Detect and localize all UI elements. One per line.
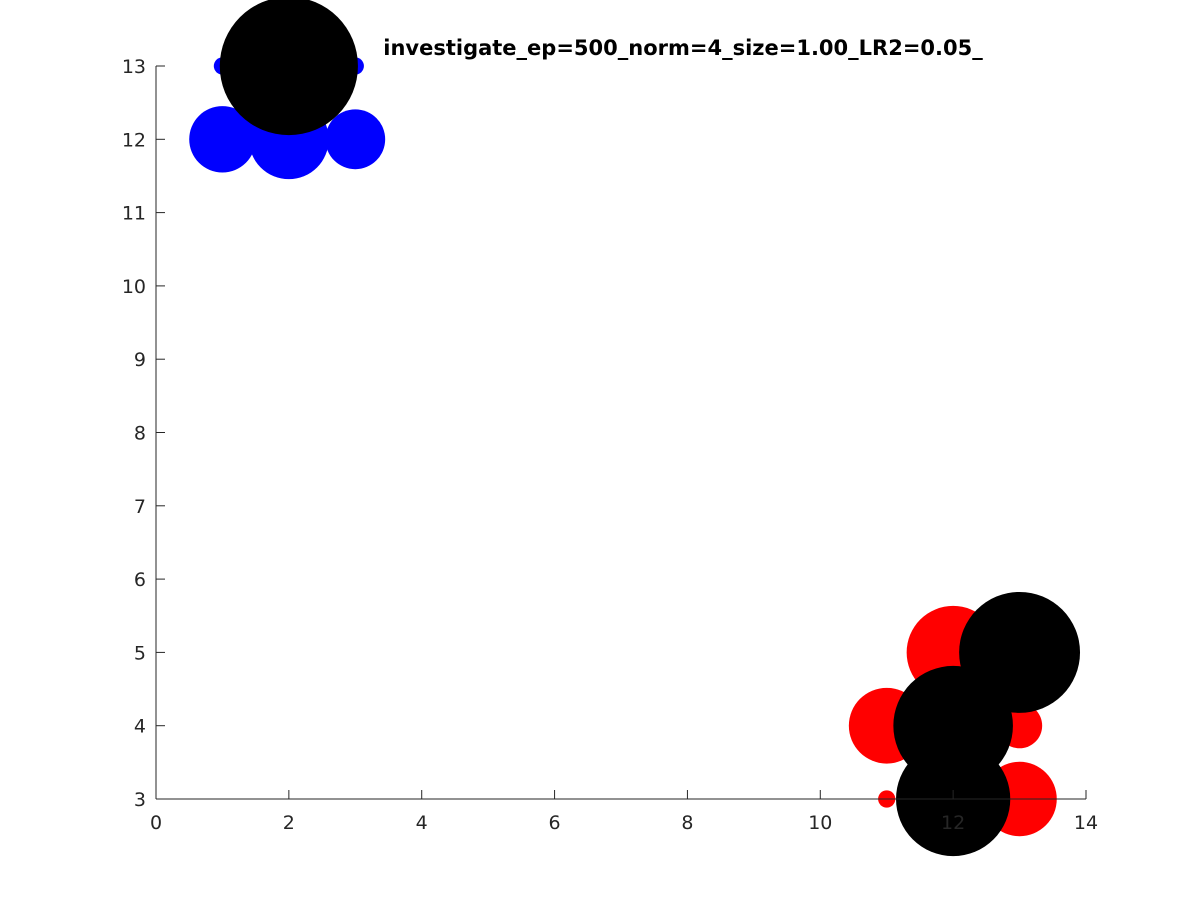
y-tick-label: 12 [122, 129, 146, 151]
x-tick-label: 14 [1074, 812, 1098, 834]
y-tick-label: 9 [134, 349, 146, 371]
x-ticks: 0 2 4 6 8 10 12 14 [150, 790, 1098, 834]
y-tick-label: 13 [122, 56, 146, 78]
x-tick-label: 6 [549, 812, 561, 834]
y-tick-label: 3 [134, 789, 146, 811]
y-tick-label: 7 [134, 496, 146, 518]
x-tick-label: 8 [681, 812, 693, 834]
x-tick-label: 10 [808, 812, 832, 834]
x-tick-label: 2 [283, 812, 295, 834]
chart-title: investigate_ep=500_norm=4_size=1.00_LR2=… [383, 36, 983, 60]
marker-1-0 [219, 0, 358, 136]
y-tick-label: 11 [122, 203, 146, 225]
y-tick-label: 6 [134, 569, 146, 591]
x-tick-label: 0 [150, 812, 162, 834]
y-ticks: 3 4 5 6 7 8 9 10 11 12 13 [122, 56, 165, 811]
y-tick-label: 8 [134, 423, 146, 445]
y-tick-label: 4 [134, 716, 146, 738]
marker-0-2 [189, 106, 256, 173]
marker-layer [189, 0, 1081, 857]
y-tick-label: 5 [134, 642, 146, 664]
x-tick-label: 4 [416, 812, 428, 834]
x-tick-label: 12 [941, 812, 965, 834]
y-tick-label: 10 [122, 276, 146, 298]
marker-0-4 [325, 109, 386, 170]
